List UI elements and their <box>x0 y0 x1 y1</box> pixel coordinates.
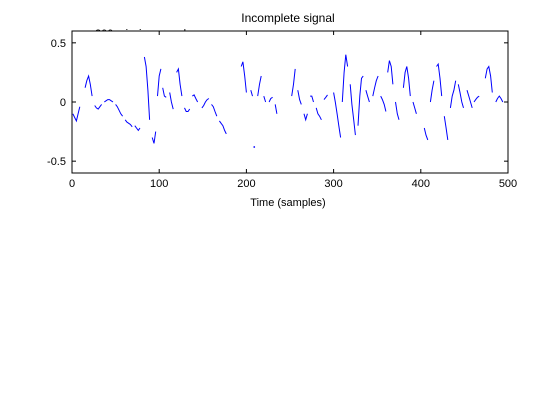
signal-segment-40 <box>402 66 411 97</box>
signal-segment-16 <box>211 104 218 117</box>
signal-segment-43 <box>429 80 435 103</box>
signal-segment-19 <box>250 90 253 97</box>
signal-series <box>72 54 504 148</box>
y-tick-label-0: -0.5 <box>47 156 66 168</box>
x-tick-label-2: 200 <box>237 178 255 190</box>
signal-segment-44 <box>436 62 443 97</box>
y-tick-label-1: 0 <box>60 97 66 109</box>
signal-segment-27 <box>303 113 308 122</box>
signal-segment-28 <box>310 95 314 103</box>
signal-segment-13 <box>184 107 191 112</box>
x-tick-label-0: 0 <box>69 178 75 190</box>
signal-segment-1 <box>84 74 93 97</box>
signal-segment-41 <box>412 101 417 114</box>
signal-segment-35 <box>365 90 370 103</box>
signal-segment-11 <box>169 92 174 110</box>
x-tick-label-3: 300 <box>324 178 342 190</box>
signal-segment-7 <box>143 56 151 120</box>
signal-segment-6 <box>134 125 141 132</box>
signal-segment-18 <box>240 61 247 93</box>
signal-segment-0 <box>72 106 81 123</box>
axes: 0 100 200 300 400 500-0.500.5 <box>47 30 517 190</box>
signal-segment-45 <box>443 116 449 140</box>
signal-segment-9 <box>157 68 162 97</box>
signal-segment-47 <box>457 84 464 109</box>
signal-segment-30 <box>323 94 328 100</box>
signal-segment-48 <box>466 90 473 109</box>
signal-segment-17 <box>218 120 227 135</box>
x-tick-label-1: 100 <box>150 178 168 190</box>
x-tick-label-5: 500 <box>499 178 517 190</box>
signal-segment-50 <box>484 65 493 93</box>
signal-segment-34 <box>357 75 364 126</box>
plot-area <box>72 31 508 173</box>
signal-segment-49 <box>473 95 480 103</box>
signal-segment-31 <box>333 92 342 138</box>
signal-segment-14 <box>192 94 199 103</box>
signal-segment-2 <box>94 104 103 110</box>
signal-segment-5 <box>124 119 133 128</box>
signal-segment-32 <box>341 54 349 103</box>
signal-segment-12 <box>176 67 183 97</box>
signal-segment-10 <box>162 87 167 98</box>
signal-segment-20 <box>253 146 256 148</box>
signal-segment-3 <box>104 99 114 103</box>
signal-segment-15 <box>201 98 210 109</box>
signal-segment-46 <box>449 80 457 108</box>
chart-title: Incomplete signal <box>241 11 334 25</box>
x-tick-label-4: 400 <box>412 178 430 190</box>
signal-segment-26 <box>297 90 302 105</box>
signal-segment-39 <box>395 101 400 120</box>
signal-segment-37 <box>380 95 387 112</box>
signal-segment-29 <box>315 107 322 121</box>
signal-segment-21 <box>257 75 262 97</box>
signal-segment-24 <box>274 104 278 114</box>
signal-segment-33 <box>349 84 356 136</box>
signal-segment-8 <box>151 131 157 144</box>
x-axis-label: Time (samples) <box>250 197 325 209</box>
signal-segment-22 <box>263 95 267 103</box>
signal-segment-38 <box>387 60 394 85</box>
y-tick-label-2: 0.5 <box>51 38 66 50</box>
signal-segment-42 <box>423 127 429 141</box>
signal-segment-25 <box>291 68 296 97</box>
signal-segment-36 <box>372 75 379 97</box>
signal-segment-23 <box>268 96 273 103</box>
signal-segment-4 <box>115 104 123 117</box>
signal-segment-51 <box>495 95 504 103</box>
